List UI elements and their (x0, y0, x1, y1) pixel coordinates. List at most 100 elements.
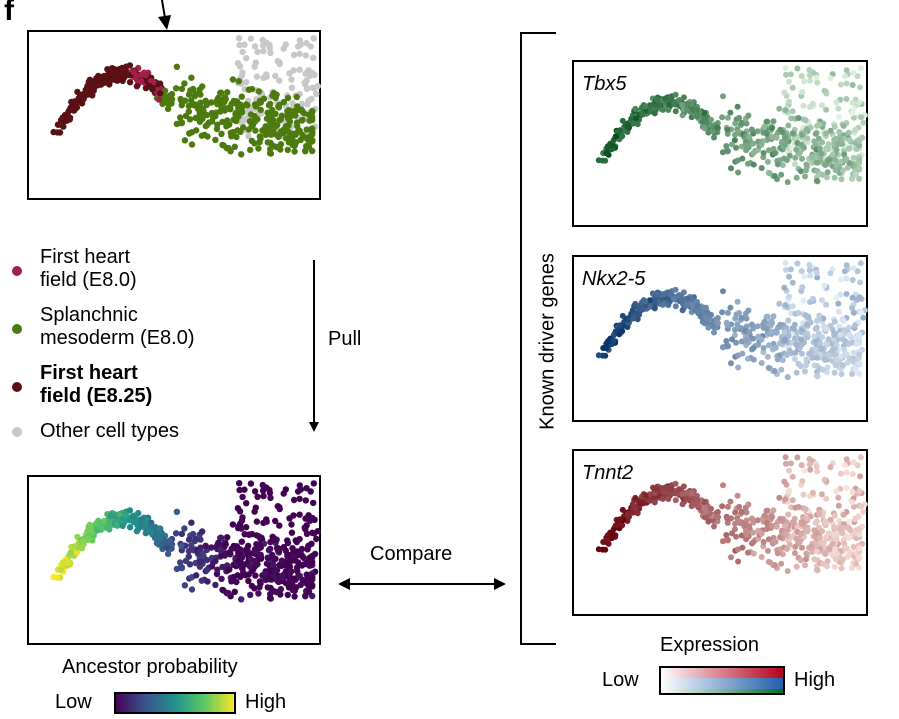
scatter-point (203, 556, 211, 564)
scatter-point (264, 554, 271, 561)
scatter-point (634, 510, 641, 517)
scatter-point (849, 176, 856, 182)
scatter-point (827, 516, 834, 523)
scatter-point (251, 140, 258, 147)
scatter-point (71, 543, 78, 550)
scatter-point (235, 523, 243, 530)
scatter-point (178, 97, 185, 105)
scatter-point (771, 150, 778, 157)
scatter-point (229, 521, 237, 528)
scatter-point (849, 110, 856, 117)
scatter-point (786, 467, 792, 474)
scatter-point (845, 518, 852, 525)
scatter-point (826, 546, 833, 552)
scatter-point (155, 541, 163, 548)
scatter-point (624, 316, 631, 323)
scatter-point (724, 309, 731, 316)
scatter-point (768, 328, 775, 335)
scatter-point (845, 145, 852, 152)
scatter-point (59, 559, 67, 567)
ancestor-probability-scatter (50, 480, 321, 603)
scatter-point (285, 552, 292, 559)
scatter-point (222, 96, 229, 103)
scatter-point (763, 313, 770, 320)
scatter-point (837, 331, 844, 338)
scatter-point (711, 329, 717, 336)
scatter-point (632, 115, 639, 122)
scatter-point (764, 158, 771, 165)
scatter-point (282, 568, 290, 575)
scatter-point (172, 85, 180, 92)
scatter-point (667, 291, 674, 298)
scatter-point (701, 514, 708, 521)
scatter-point (173, 565, 181, 573)
scatter-point (754, 128, 761, 135)
scatter-point (748, 515, 755, 522)
scatter-point (843, 469, 850, 476)
scatter-point (858, 309, 865, 316)
scatter-point (849, 471, 856, 477)
scatter-point (781, 134, 788, 140)
scatter-point (774, 356, 781, 363)
scatter-point (653, 485, 660, 492)
scatter-point (809, 548, 816, 555)
scatter-point (610, 142, 617, 149)
scatter-point (732, 120, 739, 127)
scatter-point (825, 530, 832, 537)
scatter-point (771, 173, 778, 179)
scatter-point (829, 540, 836, 547)
scatter-point (229, 76, 237, 83)
scatter-point (804, 135, 811, 142)
scatter-point (208, 544, 215, 551)
scatter-point (750, 345, 757, 352)
scatter-point (818, 297, 825, 304)
scatter-point (255, 590, 262, 597)
scatter-point (309, 558, 316, 566)
scatter-point (776, 300, 783, 307)
scatter-point (84, 536, 92, 543)
scatter-point (248, 530, 256, 538)
scatter-point (634, 121, 641, 128)
scatter-point (849, 82, 856, 88)
scatter-point (856, 175, 863, 182)
scatter-point (310, 499, 317, 507)
scatter-point (826, 157, 833, 163)
scatter-point (272, 72, 279, 80)
scatter-point (261, 570, 269, 577)
scatter-point (816, 121, 823, 128)
scatter-point (219, 586, 226, 594)
scatter-point (782, 302, 789, 309)
scatter-point (667, 485, 674, 492)
scatter-point (734, 518, 741, 524)
scatter-point (107, 67, 115, 74)
scatter-point (679, 102, 686, 108)
scatter-point (662, 290, 669, 297)
scatter-point (827, 127, 834, 134)
scatter-point (266, 489, 274, 497)
scatter-point (624, 510, 631, 517)
pull-label: Pull (328, 328, 362, 350)
scatter-point (850, 349, 857, 356)
scatter-point (238, 151, 245, 158)
scatter-point (786, 98, 792, 105)
scatter-point (616, 127, 623, 134)
scatter-point (857, 260, 864, 267)
scatter-point (133, 528, 141, 535)
scatter-point (252, 127, 259, 134)
scatter-point (818, 102, 825, 109)
scatter-point (807, 466, 814, 473)
scatter-point (222, 105, 229, 112)
scatter-point (748, 126, 755, 133)
scatter-point (798, 168, 804, 175)
scatter-point (219, 141, 226, 149)
scatter-point (303, 571, 310, 578)
scatter-point (288, 76, 295, 83)
scatter-point (276, 101, 283, 109)
scatter-point (269, 92, 276, 99)
scatter-point (177, 114, 184, 121)
scatter-point (784, 568, 791, 575)
scatter-point (84, 91, 92, 98)
scatter-point (750, 150, 757, 157)
scatter-point (844, 164, 851, 171)
scatter-point (825, 336, 832, 343)
